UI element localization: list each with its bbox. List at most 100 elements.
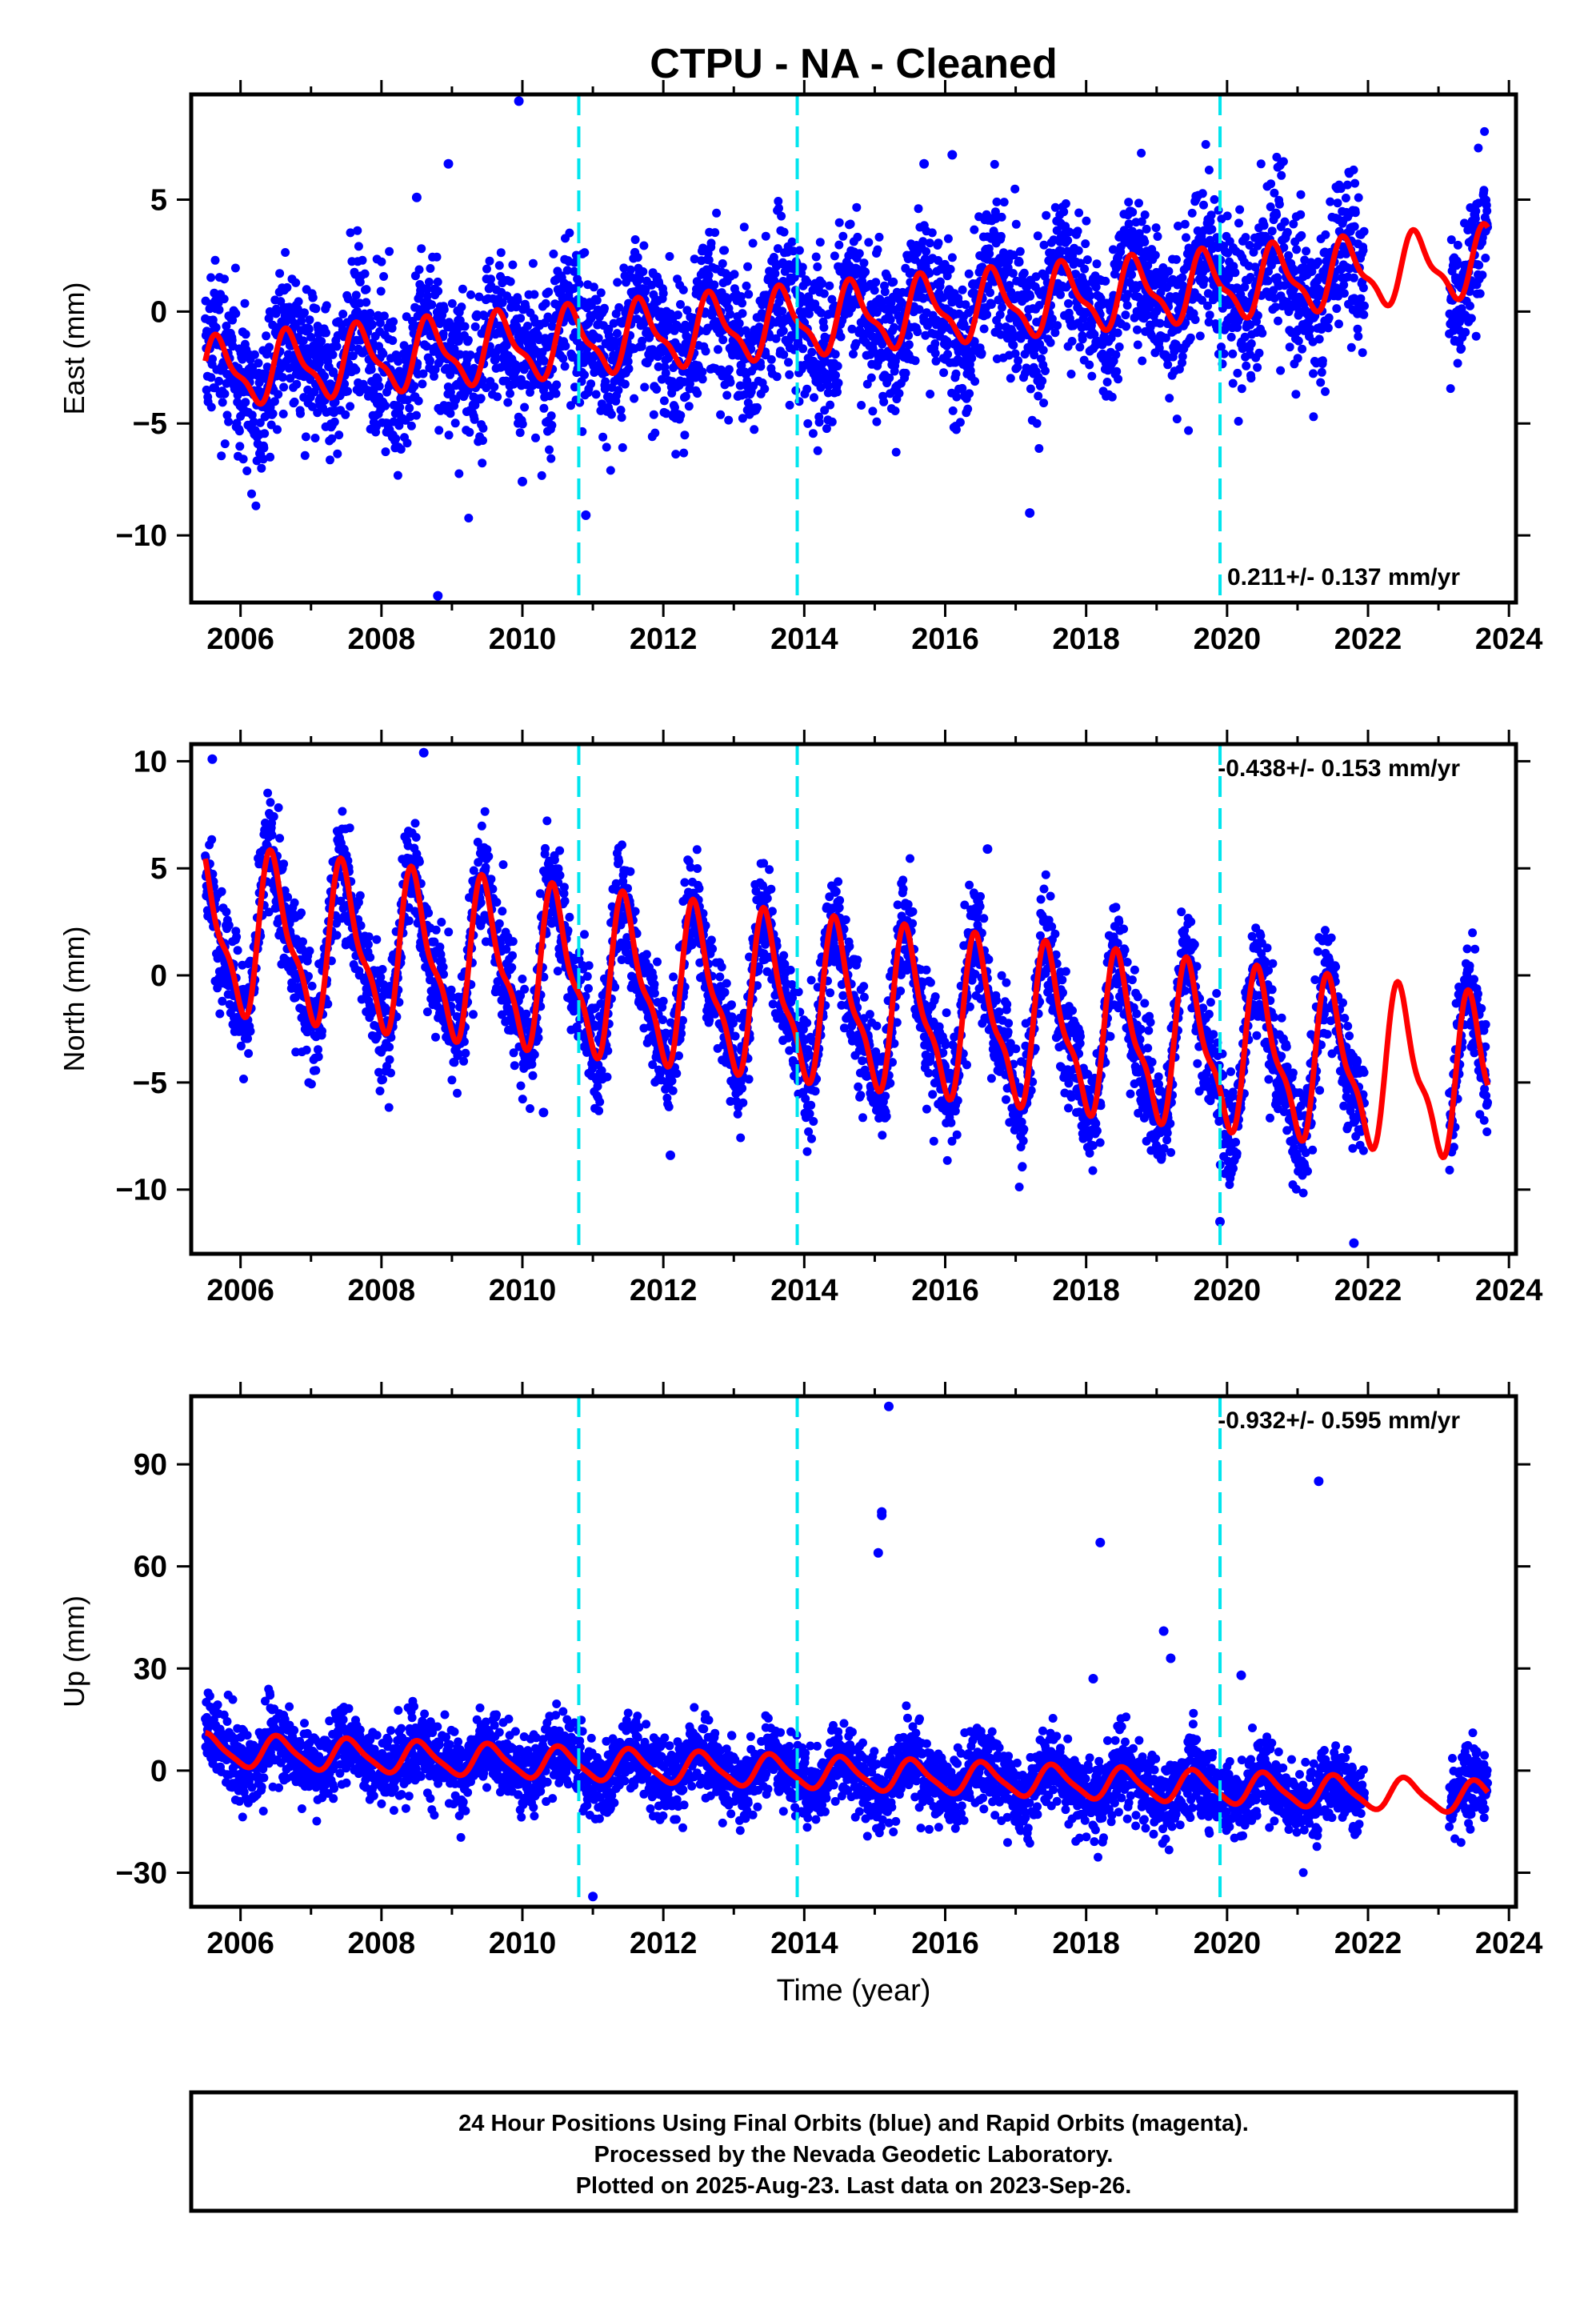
data-point [641,285,650,294]
data-point [222,907,231,917]
data-point [537,470,546,480]
data-point [1479,186,1489,195]
data-point [310,387,319,397]
data-point [379,272,389,281]
data-point [779,227,789,237]
data-point [310,434,320,442]
data-point [539,403,549,413]
data-point [377,257,386,266]
data-point [273,425,282,434]
data-point [1182,233,1190,242]
data-point [484,851,494,861]
data-point [1309,369,1318,378]
x-tick-label: 2024 [1475,623,1543,656]
data-point [1010,184,1020,194]
data-point [515,428,525,438]
data-point [1205,310,1214,320]
data-point [1323,323,1333,333]
data-point [910,356,920,366]
data-point [393,470,402,480]
data-point [466,350,475,360]
data-point [701,346,710,356]
data-point [1086,291,1094,301]
data-point [1078,334,1087,344]
data-point [890,322,898,332]
data-point [592,295,602,305]
data-point [224,417,234,426]
data-point [388,336,398,346]
data-point [716,410,726,419]
data-point [785,370,794,379]
data-point [1190,315,1200,324]
data-point [373,1032,382,1042]
data-point [1272,210,1282,220]
data-point [1161,333,1170,342]
data-point [1306,324,1315,334]
data-point [244,1049,254,1059]
data-point [202,385,211,394]
data-point [1446,235,1456,245]
data-point [510,1061,519,1071]
data-point [744,290,754,299]
data-point [268,409,278,418]
data-point [214,305,224,314]
x-tick-label: 2016 [911,623,979,656]
data-point [454,469,464,478]
data-point [761,231,770,241]
data-point [1274,316,1282,326]
data-point [1230,268,1240,278]
data-point [1178,273,1187,282]
data-point [925,238,934,248]
data-point [1341,194,1350,202]
data-point [305,315,314,325]
data-point [633,253,642,262]
data-point [1172,254,1181,264]
data-point [1151,223,1161,233]
data-point [381,447,390,457]
data-point [279,859,289,869]
data-point [938,293,948,302]
data-point [1014,356,1023,366]
data-point [601,377,610,386]
data-point [298,937,307,947]
x-tick-label: 2012 [630,623,698,656]
data-point [1461,327,1470,337]
data-point [1122,301,1132,310]
data-point [756,362,766,371]
data-point [1127,270,1137,279]
data-point [1360,301,1369,310]
data-point [1041,366,1050,375]
data-point [1042,210,1051,220]
data-point [458,284,467,294]
data-point [671,450,681,459]
data-point [486,274,495,284]
data-point [498,298,507,307]
data-point [1240,332,1250,342]
data-point [220,274,229,284]
data-point [372,935,382,944]
data-point [544,287,554,297]
data-point [894,389,904,398]
data-point [914,305,924,314]
data-point [464,514,474,522]
outlier-point [1025,508,1035,518]
data-point [994,322,1004,331]
data-point [431,925,441,935]
data-point [1178,352,1187,361]
data-point [827,294,837,304]
data-point [466,290,475,299]
data-point [730,270,739,279]
data-point [834,240,844,250]
data-point [336,896,346,906]
data-point [267,831,277,840]
data-point [704,270,714,280]
data-point [722,390,732,400]
data-point [219,294,229,304]
data-point [263,788,273,798]
data-point [561,342,570,350]
data-point [375,318,385,328]
data-point [1039,240,1049,250]
data-point [1019,268,1029,278]
data-point [545,445,554,454]
